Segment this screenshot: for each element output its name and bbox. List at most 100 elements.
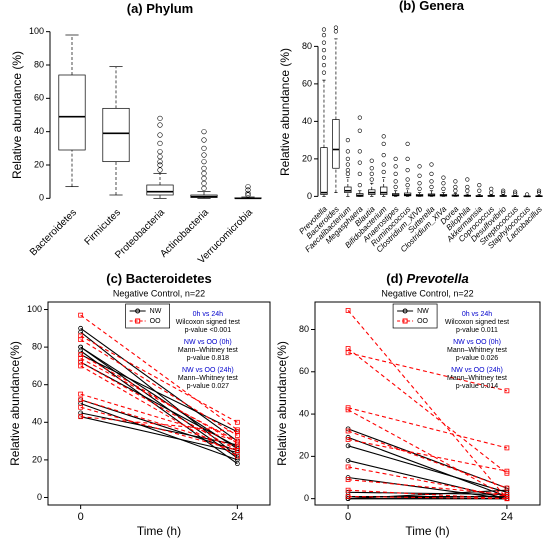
y-tick-label: 20 bbox=[34, 159, 44, 169]
outlier bbox=[201, 152, 207, 158]
pair-line bbox=[347, 430, 508, 489]
outlier bbox=[465, 184, 470, 190]
point bbox=[78, 312, 84, 318]
outlier bbox=[357, 115, 362, 120]
pair-line bbox=[80, 416, 238, 453]
outlier bbox=[333, 25, 339, 30]
pair-line bbox=[80, 354, 238, 444]
outlier bbox=[453, 188, 458, 193]
outlier bbox=[321, 48, 327, 53]
point bbox=[234, 453, 240, 459]
outlier bbox=[417, 164, 422, 169]
outlier bbox=[157, 149, 163, 155]
point bbox=[345, 443, 351, 449]
annotation: NW vs OO (0h) bbox=[453, 339, 501, 346]
outlier bbox=[345, 168, 350, 173]
outlier bbox=[417, 181, 422, 186]
panel-label: (b) bbox=[399, 0, 416, 13]
y-tick-label: 80 bbox=[302, 41, 312, 51]
outlier bbox=[321, 27, 327, 32]
outlier bbox=[321, 33, 327, 38]
outlier bbox=[381, 134, 386, 139]
point bbox=[78, 404, 84, 410]
x-tick-label: 24 bbox=[231, 511, 243, 523]
pair-line bbox=[348, 495, 507, 500]
outlier bbox=[245, 187, 251, 193]
y-tick-label: 0 bbox=[39, 193, 44, 203]
outlier bbox=[157, 154, 163, 160]
point bbox=[234, 448, 240, 453]
annotation: p-value 0.014 bbox=[456, 383, 499, 390]
y-tick-label: 60 bbox=[34, 93, 44, 103]
outlier bbox=[393, 179, 398, 184]
point bbox=[345, 308, 351, 313]
outlier bbox=[441, 181, 446, 186]
pair-line bbox=[347, 438, 508, 472]
outlier bbox=[369, 177, 374, 182]
legend-marker bbox=[135, 318, 141, 324]
annotation: NW vs OO (24h) bbox=[451, 367, 503, 374]
outlier bbox=[393, 184, 398, 190]
panel-title-text: Phylum bbox=[146, 1, 193, 16]
pair-line bbox=[348, 479, 507, 495]
outlier bbox=[393, 164, 398, 169]
outlier bbox=[157, 132, 163, 138]
outlier bbox=[405, 156, 410, 161]
point bbox=[345, 437, 351, 442]
y-tick-label: 20 bbox=[302, 153, 312, 163]
outlier bbox=[245, 192, 251, 198]
box bbox=[332, 119, 340, 169]
subtitle: Negative Control, n=22 bbox=[113, 288, 205, 298]
y-tick-label: 100 bbox=[27, 304, 42, 314]
outlier bbox=[345, 149, 350, 154]
point bbox=[345, 407, 351, 413]
outlier bbox=[453, 184, 458, 190]
y-tick-label: 100 bbox=[29, 26, 44, 36]
outlier bbox=[157, 159, 163, 165]
pair-line bbox=[347, 348, 508, 474]
annotation: Wilcoxon signed test bbox=[445, 319, 509, 326]
annotation: 0h vs 24h bbox=[462, 311, 492, 318]
y-tick-label: 20 bbox=[299, 451, 309, 461]
outlier bbox=[453, 179, 458, 184]
outlier bbox=[321, 40, 327, 45]
outlier bbox=[417, 173, 422, 178]
outlier bbox=[429, 171, 434, 176]
pair-line bbox=[80, 399, 238, 452]
outlier bbox=[201, 129, 207, 135]
pair-line bbox=[80, 357, 238, 442]
outlier bbox=[524, 192, 530, 197]
box bbox=[102, 107, 130, 163]
legend-label: OO bbox=[417, 318, 428, 325]
point bbox=[78, 397, 84, 403]
y-axis-title: Relative abundance (%) bbox=[278, 48, 292, 176]
annotation: p-value 0.818 bbox=[187, 355, 230, 362]
outlier bbox=[345, 156, 350, 161]
point bbox=[234, 419, 240, 425]
box bbox=[146, 184, 174, 196]
pair-line bbox=[80, 416, 238, 433]
point bbox=[345, 350, 351, 356]
outlier bbox=[501, 190, 506, 195]
outlier bbox=[245, 184, 251, 190]
point bbox=[345, 464, 351, 470]
outlier bbox=[417, 186, 422, 191]
annotation: NW vs OO (24h) bbox=[182, 367, 234, 374]
outlier bbox=[201, 137, 207, 143]
point bbox=[504, 468, 510, 474]
point bbox=[78, 337, 84, 342]
pair-line bbox=[347, 436, 508, 498]
annotation: NW vs OO (0h) bbox=[184, 339, 232, 346]
legend-box bbox=[125, 303, 170, 329]
frame bbox=[47, 301, 271, 506]
outlier bbox=[357, 171, 362, 176]
legend-label: NW bbox=[150, 308, 162, 315]
point bbox=[504, 388, 510, 394]
outlier bbox=[357, 183, 362, 188]
outlier bbox=[369, 166, 374, 171]
x-tick-label: 24 bbox=[501, 511, 513, 523]
outlier bbox=[201, 175, 207, 181]
point bbox=[345, 477, 351, 483]
legend-marker bbox=[402, 308, 408, 314]
